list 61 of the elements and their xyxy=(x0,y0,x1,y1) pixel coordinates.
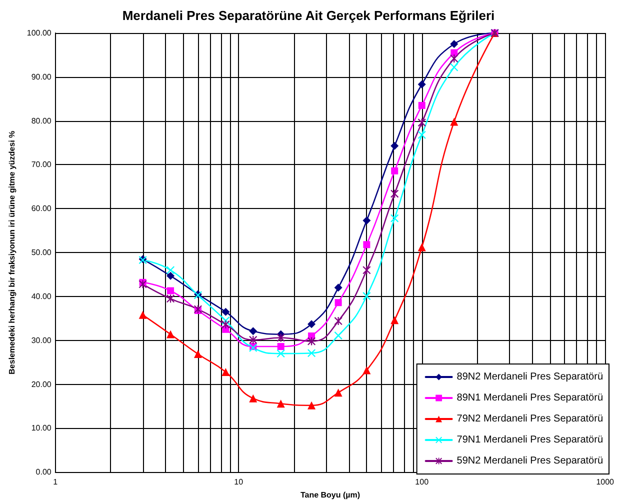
x-tick-label: 10 xyxy=(234,478,244,487)
point xyxy=(276,350,285,358)
point xyxy=(334,299,342,306)
y-tick-label: 10.00 xyxy=(31,424,52,433)
point xyxy=(363,241,370,248)
point xyxy=(390,190,399,198)
y-tick-label: 70.00 xyxy=(31,160,52,170)
point xyxy=(362,292,371,300)
y-axis-title: Beslemedeki herhangi bir fraksiyonun iri ürüne gitme yüzdesi % xyxy=(8,130,16,374)
y-tick-label: 40.00 xyxy=(31,292,52,301)
point xyxy=(222,308,230,316)
point xyxy=(334,284,342,292)
legend-label: 59N2 Merdaneli Pres Separatörü xyxy=(456,456,604,466)
point xyxy=(334,388,342,397)
point xyxy=(249,394,258,402)
point xyxy=(249,327,258,336)
y-tick-label: 80.00 xyxy=(31,116,52,126)
y-tick-label: 20.00 xyxy=(31,380,52,389)
point xyxy=(390,316,399,324)
point xyxy=(334,332,342,340)
y-tick-label: 100.00 xyxy=(26,28,52,38)
x-tick-label: 1000 xyxy=(596,478,615,487)
point xyxy=(418,80,426,88)
point xyxy=(249,336,258,344)
point xyxy=(390,142,399,150)
legend-label: 79N1 Merdaneli Pres Separatörü xyxy=(456,434,604,446)
point xyxy=(277,343,284,350)
legend-label: 89N2 Merdaneli Pres Separatörü xyxy=(456,372,604,382)
point xyxy=(138,280,147,288)
legend-label: 89N1 Merdaneli Pres Separatörü xyxy=(456,392,604,404)
point xyxy=(138,310,147,319)
y-tick-label: 30.00 xyxy=(31,336,52,345)
y-tick-label: 60.00 xyxy=(31,204,52,214)
chart-title: Merdaneli Pres Separatörüne Ait Gerçek Performans Eğrileri xyxy=(122,8,495,23)
point xyxy=(362,216,371,224)
point xyxy=(222,368,230,376)
point xyxy=(362,266,371,274)
point xyxy=(166,294,175,303)
y-tick-label: 0.00 xyxy=(36,468,52,477)
point xyxy=(391,167,398,174)
legend-label: 79N2 Merdaneli Pres Separatörü xyxy=(456,414,604,424)
point xyxy=(390,214,399,222)
y-tick-label: 50.00 xyxy=(31,248,52,258)
point xyxy=(166,330,175,338)
y-tick-label: 90.00 xyxy=(31,72,52,82)
x-tick-label: 100 xyxy=(415,478,430,487)
point xyxy=(418,243,426,252)
point xyxy=(166,272,175,280)
point xyxy=(418,118,426,127)
point xyxy=(166,266,175,274)
point xyxy=(194,350,202,358)
point xyxy=(276,400,285,408)
x-axis-title: Tane Boyu (µm) xyxy=(300,490,360,500)
point xyxy=(276,334,285,342)
point xyxy=(334,317,342,326)
point xyxy=(418,130,426,139)
x-tick-label: 1 xyxy=(53,478,58,487)
point xyxy=(222,320,230,329)
point xyxy=(167,287,174,294)
point xyxy=(362,366,371,374)
point xyxy=(418,102,426,109)
